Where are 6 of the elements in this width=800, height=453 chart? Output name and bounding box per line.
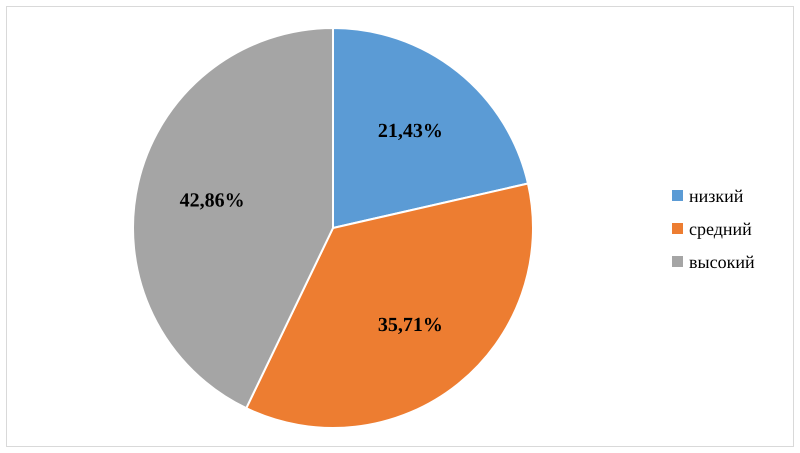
legend-label: средний xyxy=(689,219,752,239)
data-label: 42,86% xyxy=(180,189,245,212)
legend-label: низкий xyxy=(689,186,744,206)
data-label: 21,43% xyxy=(378,120,443,142)
data-label: 35,71% xyxy=(378,314,443,336)
legend-label: высокий xyxy=(689,252,755,272)
